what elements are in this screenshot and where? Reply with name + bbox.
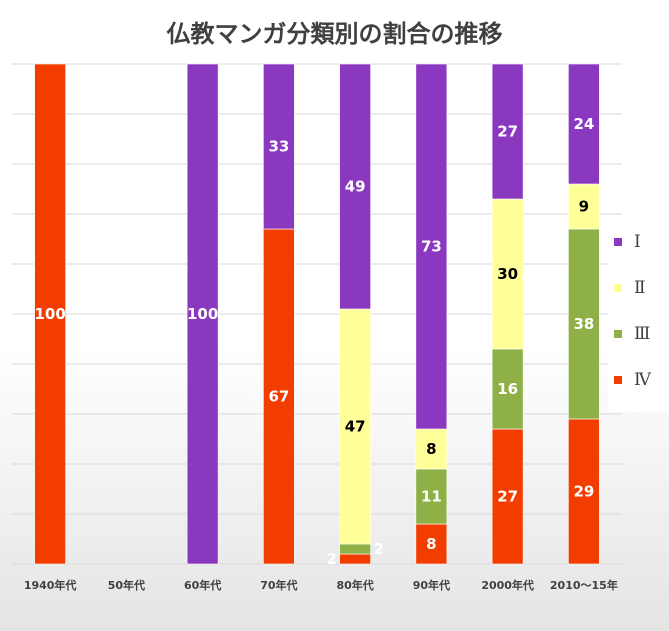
bar-segment xyxy=(491,428,524,565)
bar-segment xyxy=(415,428,448,470)
x-tick-labels: 1940年代 50年代 60年代 70年代 80年代 90年代 2000年代 2010〜15年 xyxy=(24,578,618,592)
x-tick-label: 2010〜15年 xyxy=(550,578,618,592)
bar-segment xyxy=(568,183,600,230)
bar-segment xyxy=(415,63,448,430)
data-label: 49 xyxy=(345,178,366,196)
legend-label: Ⅲ xyxy=(634,324,651,344)
data-label: 33 xyxy=(268,138,289,156)
x-tick-label: 1940年代 xyxy=(24,578,77,592)
data-label: 30 xyxy=(497,265,518,283)
x-tick-label: 90年代 xyxy=(413,578,450,592)
bar-segment xyxy=(568,418,600,565)
bar-segment xyxy=(339,543,371,555)
x-tick-label: 50年代 xyxy=(108,578,145,592)
data-label: 2 xyxy=(326,550,336,568)
legend-item: Ⅰ xyxy=(614,232,641,252)
legend: Ⅰ Ⅱ Ⅲ Ⅳ xyxy=(608,216,669,412)
bar-segment xyxy=(568,228,600,420)
x-tick-label: 2000年代 xyxy=(481,578,534,592)
data-label: 29 xyxy=(573,483,594,501)
bar-segment xyxy=(491,348,524,430)
bars-layer: 100 100 67 33 2 2 47 49 8 11 8 73 27 16 30 27 29 38 9 24 xyxy=(34,63,600,568)
data-label: 100 xyxy=(34,305,65,323)
data-label: 8 xyxy=(426,440,436,458)
legend-item: Ⅲ xyxy=(614,324,650,344)
data-label: 73 xyxy=(421,238,442,256)
data-label: 24 xyxy=(573,115,594,133)
data-label: 2 xyxy=(374,540,384,558)
x-tick-label: 70年代 xyxy=(260,578,297,592)
bar-segment xyxy=(34,63,66,565)
data-label: 27 xyxy=(497,123,518,141)
bar-segment xyxy=(263,63,295,230)
bar-segment xyxy=(263,228,295,565)
data-label: 16 xyxy=(497,380,518,398)
gridlines xyxy=(12,63,622,565)
legend-swatch xyxy=(614,238,622,246)
bar-segment xyxy=(339,553,371,565)
bar-segment xyxy=(186,63,219,565)
bar-segment xyxy=(339,63,371,310)
data-label: 67 xyxy=(268,388,289,406)
chart-title: 仏教マンガ分類別の割合の推移 xyxy=(166,20,503,48)
data-label: 47 xyxy=(345,418,366,436)
legend-swatch xyxy=(614,284,622,292)
data-label: 27 xyxy=(497,488,518,506)
legend-item: Ⅳ xyxy=(614,370,651,390)
x-tick-label: 60年代 xyxy=(184,578,221,592)
bar-segment xyxy=(491,63,524,200)
bar-segment xyxy=(568,63,600,185)
legend-item: Ⅱ xyxy=(614,278,646,298)
data-label: 11 xyxy=(421,488,442,506)
bar-segment xyxy=(491,198,524,350)
bar-segment xyxy=(415,523,448,565)
legend-label: Ⅳ xyxy=(634,370,651,390)
bar-segment xyxy=(339,308,371,545)
data-label: 9 xyxy=(579,198,589,216)
legend-label: Ⅰ xyxy=(634,232,641,252)
bar-segment xyxy=(415,468,448,525)
data-label: 38 xyxy=(573,315,594,333)
legend-label: Ⅱ xyxy=(634,278,646,298)
legend-swatch xyxy=(614,376,622,384)
legend-swatch xyxy=(614,330,622,338)
data-label: 8 xyxy=(426,535,436,553)
x-tick-label: 80年代 xyxy=(336,578,373,592)
data-label: 100 xyxy=(187,305,218,323)
